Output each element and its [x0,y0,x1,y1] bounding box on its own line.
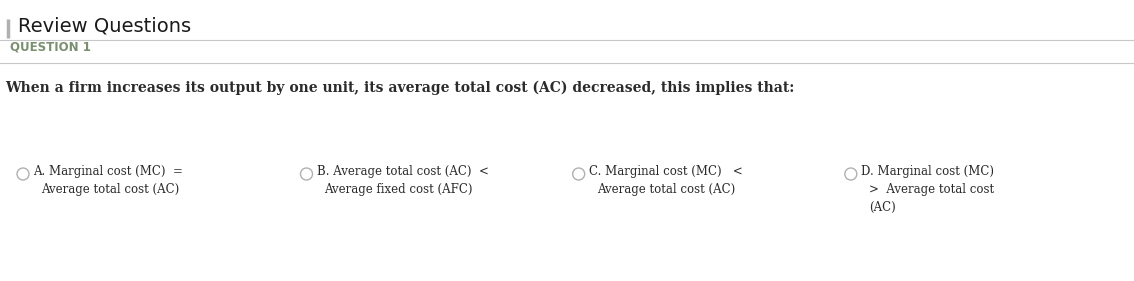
Text: (AC): (AC) [869,201,896,214]
Text: Average total cost (AC): Average total cost (AC) [596,183,735,196]
Text: D. Marginal cost (MC): D. Marginal cost (MC) [861,165,993,178]
Text: Review Questions: Review Questions [18,16,192,35]
Text: When a firm increases its output by one unit, its average total cost (AC) decrea: When a firm increases its output by one … [5,81,795,95]
Text: Average fixed cost (AFC): Average fixed cost (AFC) [324,183,473,196]
Text: QUESTION 1: QUESTION 1 [10,40,91,53]
Text: Average total cost (AC): Average total cost (AC) [41,183,179,196]
Text: A. Marginal cost (MC)  =: A. Marginal cost (MC) = [33,165,183,178]
Text: >  Average total cost: > Average total cost [869,183,995,196]
Text: C. Marginal cost (MC)   <: C. Marginal cost (MC) < [589,165,743,178]
Text: B. Average total cost (AC)  <: B. Average total cost (AC) < [316,165,489,178]
